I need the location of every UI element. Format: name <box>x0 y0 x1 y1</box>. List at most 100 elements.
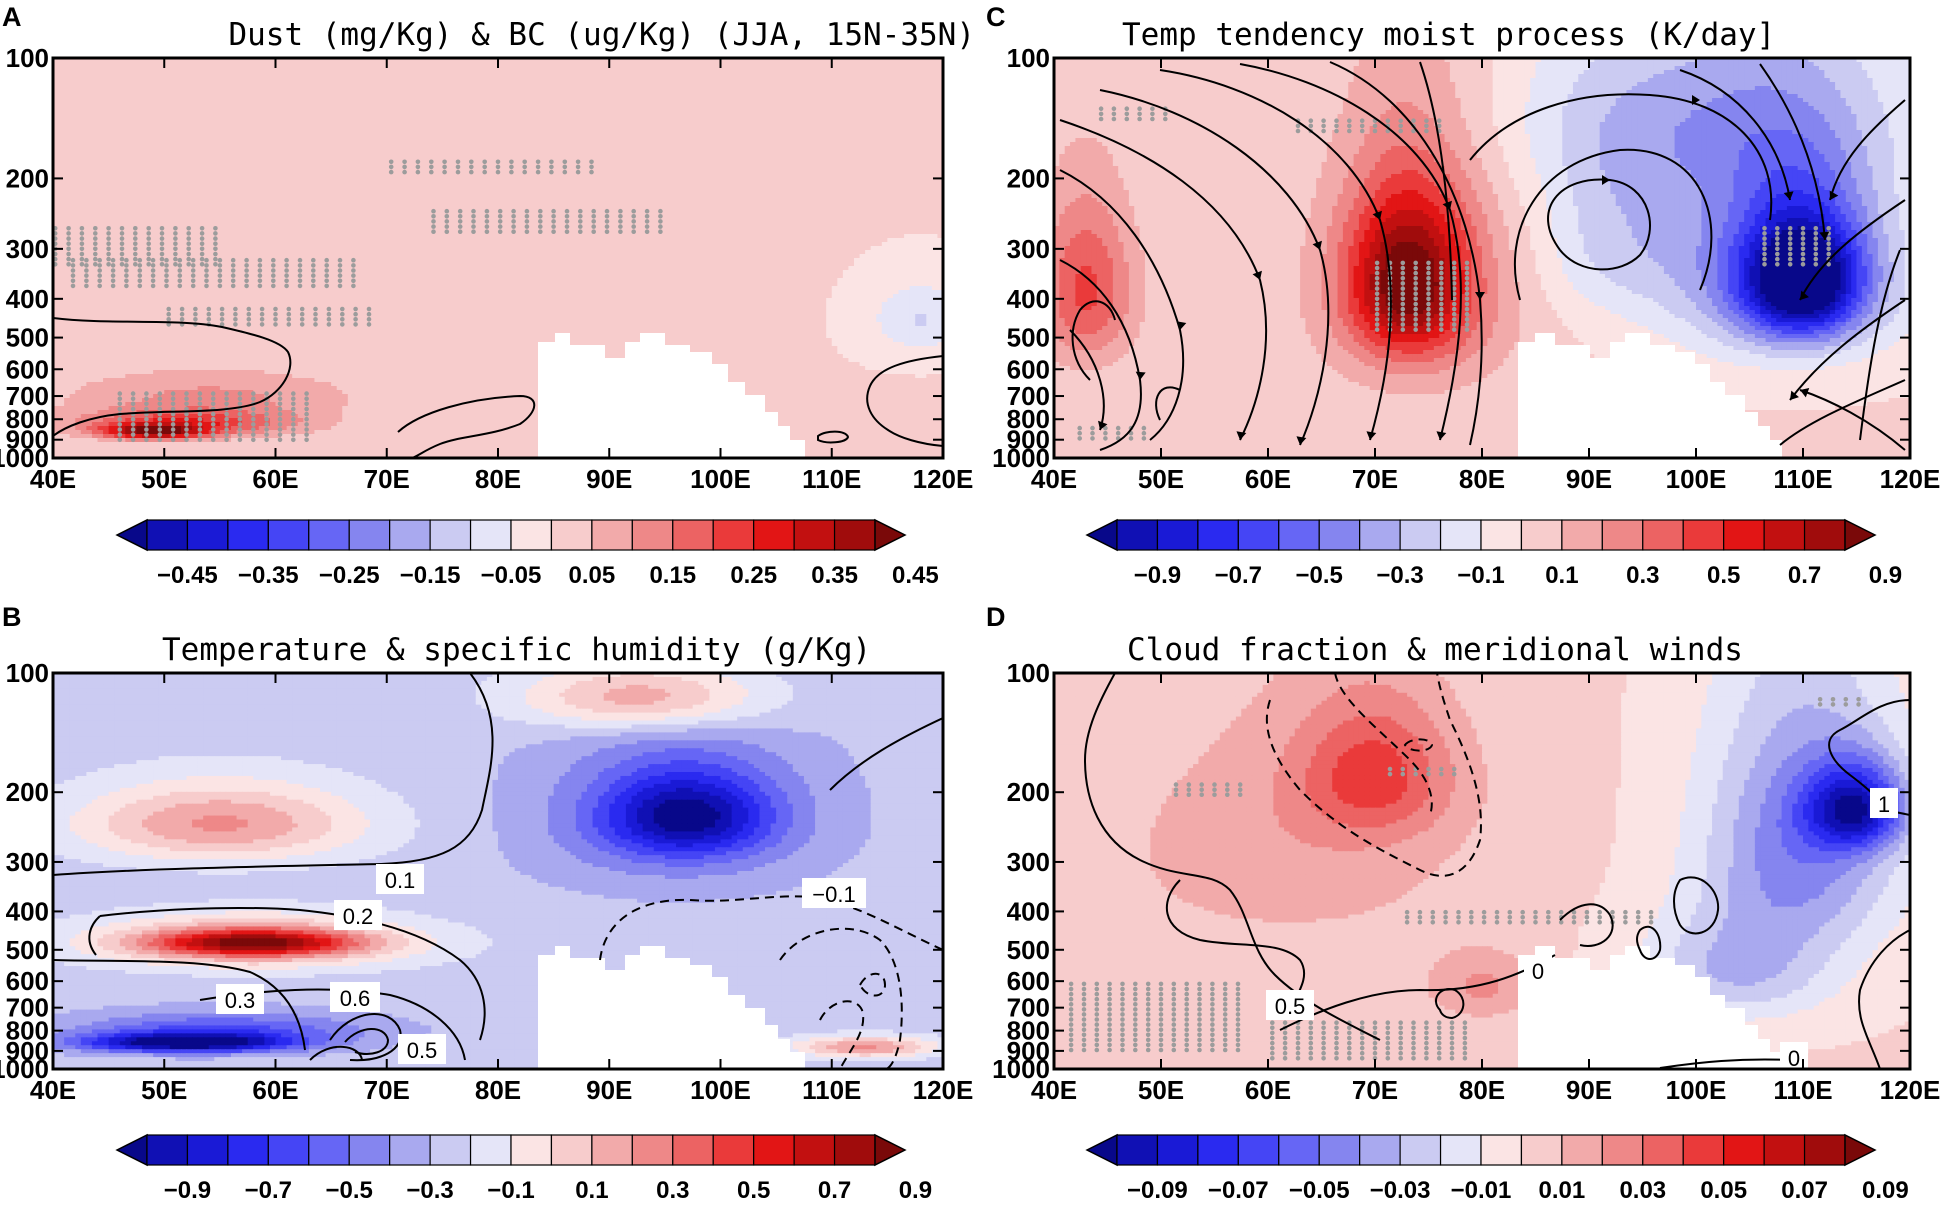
shade-cell <box>231 170 237 175</box>
shade-cell <box>64 150 70 155</box>
shade-cell <box>904 102 910 107</box>
shade-cell <box>581 138 587 143</box>
shade-cell <box>292 122 298 127</box>
shade-cell <box>237 146 243 151</box>
shade-cell <box>548 122 554 127</box>
shade-cell <box>426 70 432 75</box>
shade-cell <box>276 150 282 155</box>
shade-cell <box>637 126 643 131</box>
shade-cell <box>281 110 287 115</box>
shade-cell <box>248 70 254 75</box>
shade-cell <box>520 122 526 127</box>
shade-cell <box>264 146 270 151</box>
shade-cell <box>554 146 560 151</box>
shade-cell <box>415 98 421 103</box>
shade-cell <box>220 134 226 139</box>
shade-cell <box>248 130 254 135</box>
shade-cell <box>81 134 87 139</box>
shade-cell <box>292 94 298 99</box>
shade-cell <box>281 114 287 119</box>
shade-cell <box>381 86 387 91</box>
shade-cell <box>871 106 877 111</box>
shade-cell <box>632 154 638 159</box>
shade-cell <box>153 74 159 79</box>
shade-cell <box>426 86 432 91</box>
shade-cell <box>259 122 265 127</box>
shade-cell <box>659 82 665 87</box>
shade-cell <box>470 118 476 123</box>
shade-cell <box>682 90 688 95</box>
shade-cell <box>604 78 610 83</box>
shade-cell <box>175 162 181 167</box>
shade-cell <box>81 110 87 115</box>
shade-cell <box>804 122 810 127</box>
shade-cell <box>276 166 282 171</box>
shade-cell <box>604 146 610 151</box>
shade-cell <box>303 82 309 87</box>
shade-cell <box>748 126 754 131</box>
shade-cell <box>442 174 448 179</box>
shade-cell <box>64 82 70 87</box>
shade-cell <box>192 138 198 143</box>
shade-cell <box>765 82 771 87</box>
shade-cell <box>259 102 265 107</box>
shade-cell <box>114 134 120 139</box>
shade-cell <box>782 150 788 155</box>
shade-cell <box>248 82 254 87</box>
shade-cell <box>320 114 326 119</box>
shade-cell <box>504 86 510 91</box>
shade-cell <box>554 94 560 99</box>
shade-cell <box>743 62 749 67</box>
shade-cell <box>253 126 259 131</box>
shade-cell <box>159 106 165 111</box>
shade-cell <box>637 66 643 71</box>
shade-cell <box>481 146 487 151</box>
shade-cell <box>320 94 326 99</box>
shade-cell <box>670 118 676 123</box>
shade-cell <box>75 166 81 171</box>
shade-cell <box>292 134 298 139</box>
shade-cell <box>921 70 927 75</box>
shade-cell <box>136 106 142 111</box>
shade-cell <box>470 82 476 87</box>
shade-cell <box>187 114 193 119</box>
shade-cell <box>153 154 159 159</box>
shade-cell <box>403 130 409 135</box>
shade-cell <box>114 94 120 99</box>
shade-cell <box>476 78 482 83</box>
shade-cell <box>726 106 732 111</box>
shade-cell <box>337 142 343 147</box>
shade-cell <box>804 62 810 67</box>
shade-cell <box>415 126 421 131</box>
shade-cell <box>676 122 682 127</box>
shade-cell <box>882 178 888 183</box>
shade-cell <box>854 114 860 119</box>
shade-cell <box>448 86 454 91</box>
shade-cell <box>754 102 760 107</box>
shade-cell <box>826 90 832 95</box>
shade-cell <box>365 170 371 175</box>
shade-cell <box>476 162 482 167</box>
shade-cell <box>632 110 638 115</box>
shade-cell <box>515 114 521 119</box>
shade-cell <box>114 114 120 119</box>
shade-cell <box>109 94 115 99</box>
shade-cell <box>381 82 387 87</box>
shade-cell <box>387 178 393 183</box>
shade-cell <box>359 66 365 71</box>
shade-cell <box>826 166 832 171</box>
shade-cell <box>860 118 866 123</box>
shade-cell <box>581 118 587 123</box>
shade-cell <box>721 114 727 119</box>
shade-cell <box>459 82 465 87</box>
shade-cell <box>309 94 315 99</box>
shade-cell <box>843 146 849 151</box>
shade-cell <box>899 122 905 127</box>
shade-cell <box>804 134 810 139</box>
shade-cell <box>531 178 537 183</box>
shade-cell <box>810 110 816 115</box>
shade-cell <box>59 154 65 159</box>
shade-cell <box>326 134 332 139</box>
shade-cell <box>220 62 226 67</box>
shade-cell <box>398 110 404 115</box>
